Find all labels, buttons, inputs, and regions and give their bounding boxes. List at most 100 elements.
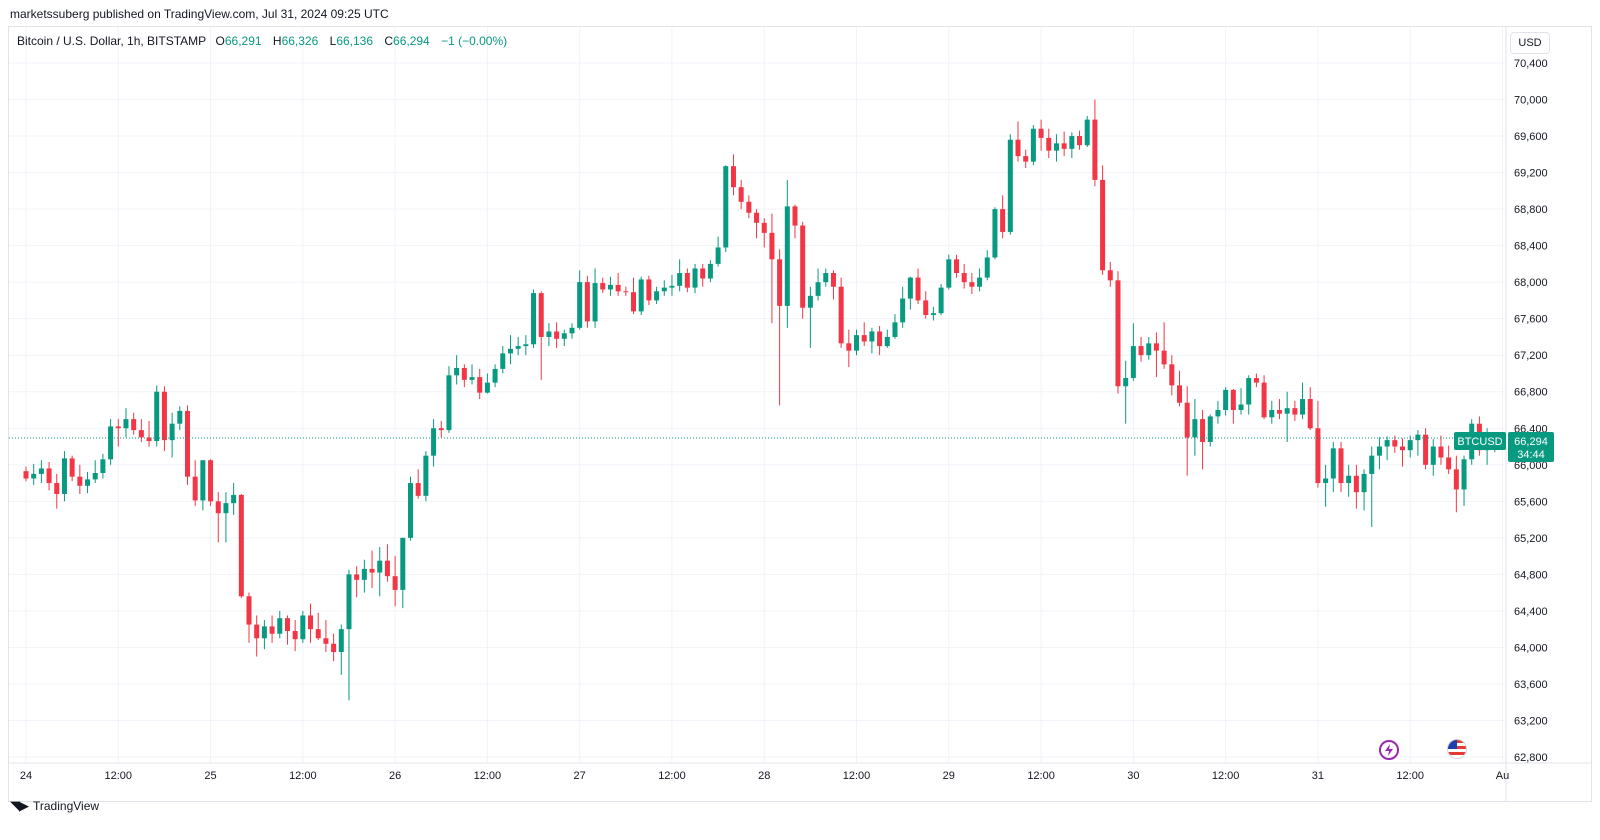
y-tick-label: 67,600	[1514, 314, 1548, 326]
candle	[484, 373, 490, 394]
last-price-tag: 66,294 34:44	[1508, 432, 1554, 462]
candle	[177, 406, 183, 431]
candle-body	[1061, 143, 1067, 149]
candle	[877, 325, 883, 356]
lightning-icon[interactable]	[1379, 740, 1399, 760]
candle-body	[784, 206, 790, 306]
candle-body	[600, 283, 606, 290]
candle	[584, 275, 590, 328]
y-tick-label: 66,000	[1514, 460, 1548, 472]
candle	[900, 286, 906, 328]
candle-body	[184, 410, 190, 477]
candle-body	[761, 222, 767, 233]
candle	[577, 270, 583, 330]
candle-body	[1453, 469, 1459, 490]
candle-body	[246, 596, 252, 625]
candle	[1323, 464, 1329, 507]
low-value: 66,136	[336, 34, 374, 48]
candle	[238, 494, 244, 599]
y-tick-label: 66,800	[1514, 387, 1548, 399]
candle	[1261, 375, 1267, 420]
candle	[46, 462, 52, 491]
candle-body	[823, 273, 829, 283]
candle	[1215, 400, 1221, 424]
candle	[323, 620, 329, 652]
candle-body	[969, 282, 975, 287]
candle	[1061, 131, 1067, 157]
candle-body	[238, 494, 244, 597]
candle-body	[231, 494, 237, 504]
candle-body	[746, 201, 752, 213]
candle	[538, 291, 544, 380]
candle-body	[669, 285, 675, 288]
candle-body	[1407, 440, 1413, 451]
x-tick-label: 12:00	[105, 770, 133, 782]
candle-body	[700, 268, 706, 279]
candle-body	[1153, 343, 1159, 351]
candle-body	[953, 259, 959, 274]
candle	[1353, 464, 1359, 509]
candle	[730, 154, 736, 196]
candle	[138, 419, 144, 442]
candle-body	[23, 471, 29, 479]
tradingview-mark-icon: ◥▶	[10, 798, 29, 813]
y-tick-label: 70,400	[1514, 58, 1548, 70]
x-tick-label: 24	[20, 770, 32, 782]
candle	[469, 364, 475, 385]
candle-body	[108, 426, 114, 460]
candle	[984, 250, 990, 281]
candle	[1084, 115, 1090, 148]
us-flag-icon[interactable]	[1447, 739, 1467, 759]
candle-body	[877, 331, 883, 347]
y-tick-label: 68,400	[1514, 241, 1548, 253]
candle	[977, 268, 983, 292]
candle	[761, 218, 767, 248]
candle-body	[131, 419, 137, 431]
candle	[846, 329, 852, 368]
candle-body	[854, 335, 860, 351]
candle	[1207, 414, 1213, 447]
candle	[884, 329, 890, 348]
candle	[838, 277, 844, 348]
candle	[1169, 355, 1175, 396]
candle-body	[623, 291, 629, 293]
tradingview-logo[interactable]: ◥▶ TradingView	[10, 798, 99, 814]
candle-body	[1392, 440, 1398, 447]
x-tick-label: 12:00	[1396, 770, 1424, 782]
candle	[592, 268, 598, 328]
candle-body	[715, 247, 721, 264]
candle-body	[261, 626, 267, 639]
candle	[1030, 125, 1036, 166]
candle-body	[431, 428, 437, 456]
candle	[192, 460, 198, 506]
candle	[431, 419, 437, 467]
candle-body	[1184, 402, 1190, 438]
candle	[154, 385, 160, 447]
candle	[1430, 439, 1436, 476]
candle	[23, 466, 29, 482]
candle-body	[769, 232, 775, 260]
candle-body	[523, 344, 529, 347]
candle-body	[38, 468, 44, 474]
candle	[600, 277, 606, 294]
candle	[1300, 382, 1306, 420]
candle	[500, 346, 506, 374]
candle	[1253, 373, 1259, 388]
btcusd-label[interactable]: BTCUSD	[1454, 432, 1506, 450]
candle-body	[138, 430, 144, 438]
candle-body	[1284, 408, 1290, 414]
candle-body	[738, 187, 744, 202]
candle-body	[815, 282, 821, 296]
candle-body	[1415, 434, 1421, 441]
candle-body	[446, 375, 452, 431]
candle	[1069, 132, 1075, 158]
candle-body	[638, 279, 644, 312]
candle	[477, 368, 483, 400]
candle	[315, 612, 321, 641]
currency-button[interactable]: USD	[1510, 32, 1550, 54]
candle	[769, 213, 775, 324]
candle	[607, 276, 613, 296]
candle	[638, 276, 644, 316]
btcusd-ticker-text: BTCUSD	[1457, 436, 1502, 448]
